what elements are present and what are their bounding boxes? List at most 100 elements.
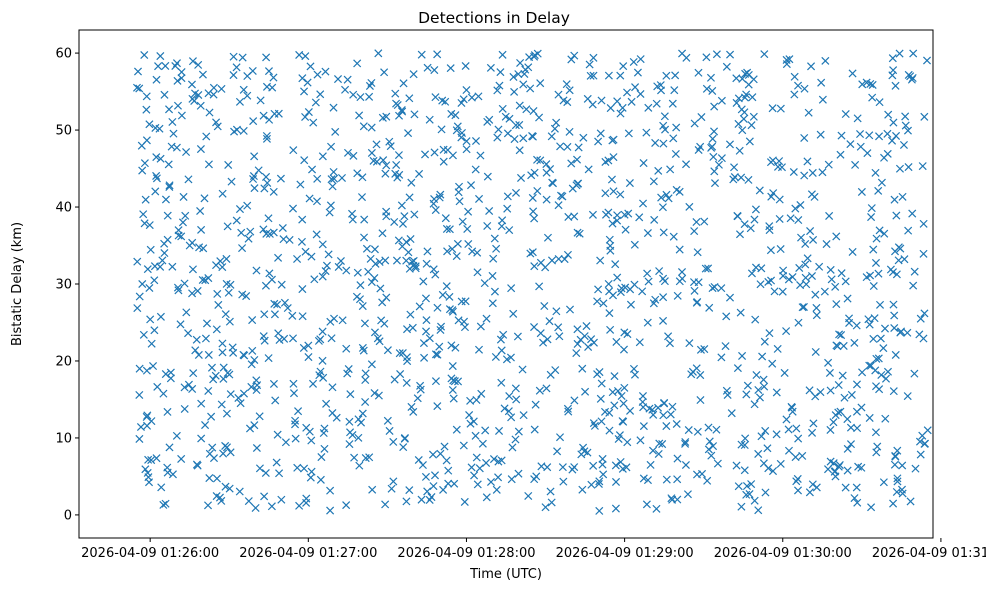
data-point xyxy=(612,337,621,346)
data-point xyxy=(807,62,816,71)
data-point xyxy=(192,460,201,469)
data-point xyxy=(181,211,190,220)
data-point xyxy=(251,503,260,513)
data-point xyxy=(761,488,770,497)
data-point xyxy=(313,174,322,183)
data-point xyxy=(657,193,666,202)
data-point xyxy=(490,234,499,243)
data-point xyxy=(668,99,677,108)
data-point xyxy=(261,468,270,478)
data-point xyxy=(295,50,304,59)
data-point xyxy=(609,187,618,196)
data-point xyxy=(532,472,541,481)
data-point xyxy=(473,480,482,489)
data-point xyxy=(673,454,682,463)
data-point xyxy=(221,310,230,319)
data-point xyxy=(857,187,866,196)
data-point xyxy=(791,453,800,462)
data-point xyxy=(468,247,477,256)
data-point xyxy=(597,379,606,388)
data-point xyxy=(780,368,789,377)
data-point xyxy=(675,245,684,254)
data-point xyxy=(133,257,142,266)
data-point xyxy=(535,113,544,122)
data-point xyxy=(244,497,253,506)
data-point xyxy=(649,410,658,419)
data-point xyxy=(596,394,605,403)
data-point xyxy=(152,454,161,463)
data-point xyxy=(269,187,278,196)
data-point xyxy=(792,424,801,433)
data-point xyxy=(754,506,763,515)
data-point xyxy=(261,281,270,290)
data-point xyxy=(623,330,632,339)
data-point xyxy=(604,279,613,289)
data-point xyxy=(370,274,379,283)
data-point xyxy=(785,55,794,64)
data-point xyxy=(862,273,871,282)
data-point xyxy=(328,182,337,191)
data-point xyxy=(594,479,603,488)
data-point xyxy=(678,49,687,58)
data-point xyxy=(790,90,799,99)
data-point xyxy=(269,228,278,237)
data-point xyxy=(291,434,300,443)
data-point xyxy=(197,434,206,443)
data-point xyxy=(503,204,512,213)
data-point xyxy=(433,50,442,59)
data-point xyxy=(565,127,574,136)
data-point xyxy=(462,86,471,95)
data-point xyxy=(898,461,907,470)
data-point xyxy=(916,450,925,459)
data-point xyxy=(150,326,159,335)
data-point xyxy=(769,189,778,198)
data-point xyxy=(554,254,563,264)
data-point xyxy=(629,57,638,66)
data-point xyxy=(689,278,699,287)
y-tick-label: 0 xyxy=(64,508,72,523)
data-point xyxy=(226,448,235,457)
data-point xyxy=(299,343,308,352)
data-point xyxy=(140,50,149,60)
data-point xyxy=(395,349,404,358)
data-point xyxy=(173,101,182,110)
data-point xyxy=(157,483,166,492)
data-point xyxy=(856,142,865,151)
data-point xyxy=(606,104,615,113)
data-point xyxy=(302,498,311,507)
data-point xyxy=(298,312,307,321)
data-point xyxy=(535,282,544,291)
data-point xyxy=(900,255,909,264)
data-point xyxy=(192,335,201,344)
data-point xyxy=(585,60,594,69)
data-point xyxy=(415,302,424,311)
data-point xyxy=(439,157,448,166)
data-point xyxy=(343,75,352,84)
data-point xyxy=(142,105,151,114)
data-point xyxy=(826,265,835,274)
data-point xyxy=(143,421,152,430)
data-point xyxy=(144,473,153,482)
data-point xyxy=(721,342,730,351)
data-point xyxy=(226,390,235,399)
x-tick-label: 2026-04-09 01:29:00 xyxy=(556,546,694,561)
data-point xyxy=(151,187,160,196)
data-point xyxy=(649,177,658,186)
data-point xyxy=(843,294,852,303)
data-point xyxy=(847,390,856,399)
data-point xyxy=(163,407,172,416)
data-point xyxy=(442,456,451,465)
data-point xyxy=(433,303,442,312)
data-point xyxy=(710,282,719,291)
data-point xyxy=(429,199,438,208)
data-point xyxy=(877,370,886,380)
data-point xyxy=(733,364,742,373)
data-point xyxy=(625,179,634,188)
data-point xyxy=(308,379,318,388)
data-point xyxy=(141,195,150,204)
data-point xyxy=(259,225,268,234)
data-point xyxy=(146,245,155,254)
data-point xyxy=(260,184,269,193)
data-point xyxy=(511,435,520,444)
data-point xyxy=(500,404,509,413)
